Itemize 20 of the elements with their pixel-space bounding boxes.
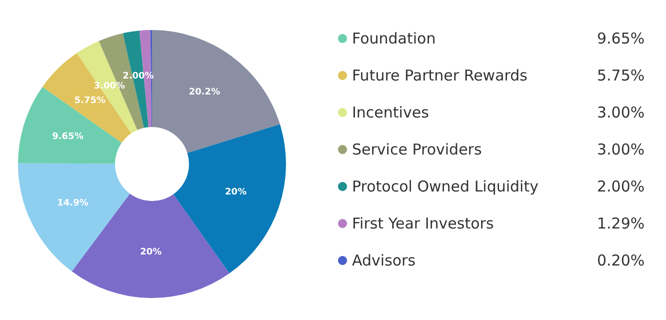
legend-label: Foundation bbox=[352, 30, 436, 48]
data-label: 20% bbox=[225, 187, 247, 198]
data-label: 9.65% bbox=[52, 132, 84, 142]
data-label: 20.2% bbox=[188, 88, 220, 98]
legend-label: First Year Investors bbox=[352, 214, 494, 232]
text: 5.75% bbox=[597, 66, 645, 84]
legend-label: Protocol Owned Liquidity bbox=[352, 178, 539, 196]
legend-label: Incentives bbox=[352, 104, 430, 122]
text: 0.20% bbox=[597, 252, 645, 270]
legend-label: Advisors bbox=[352, 252, 416, 270]
legend-label: Service Providers bbox=[352, 140, 482, 158]
text: 3.00% bbox=[597, 104, 645, 122]
data-label: 14.9% bbox=[57, 198, 88, 208]
text: 1.29% bbox=[597, 214, 645, 232]
legend-label: Future Partner Rewards bbox=[352, 66, 528, 84]
text: 3.00% bbox=[597, 140, 645, 158]
text: 2.00% bbox=[597, 178, 645, 196]
text: 9.65% bbox=[597, 30, 645, 48]
data-label: 20% bbox=[140, 247, 162, 258]
data-label: 5.75% bbox=[74, 96, 106, 106]
